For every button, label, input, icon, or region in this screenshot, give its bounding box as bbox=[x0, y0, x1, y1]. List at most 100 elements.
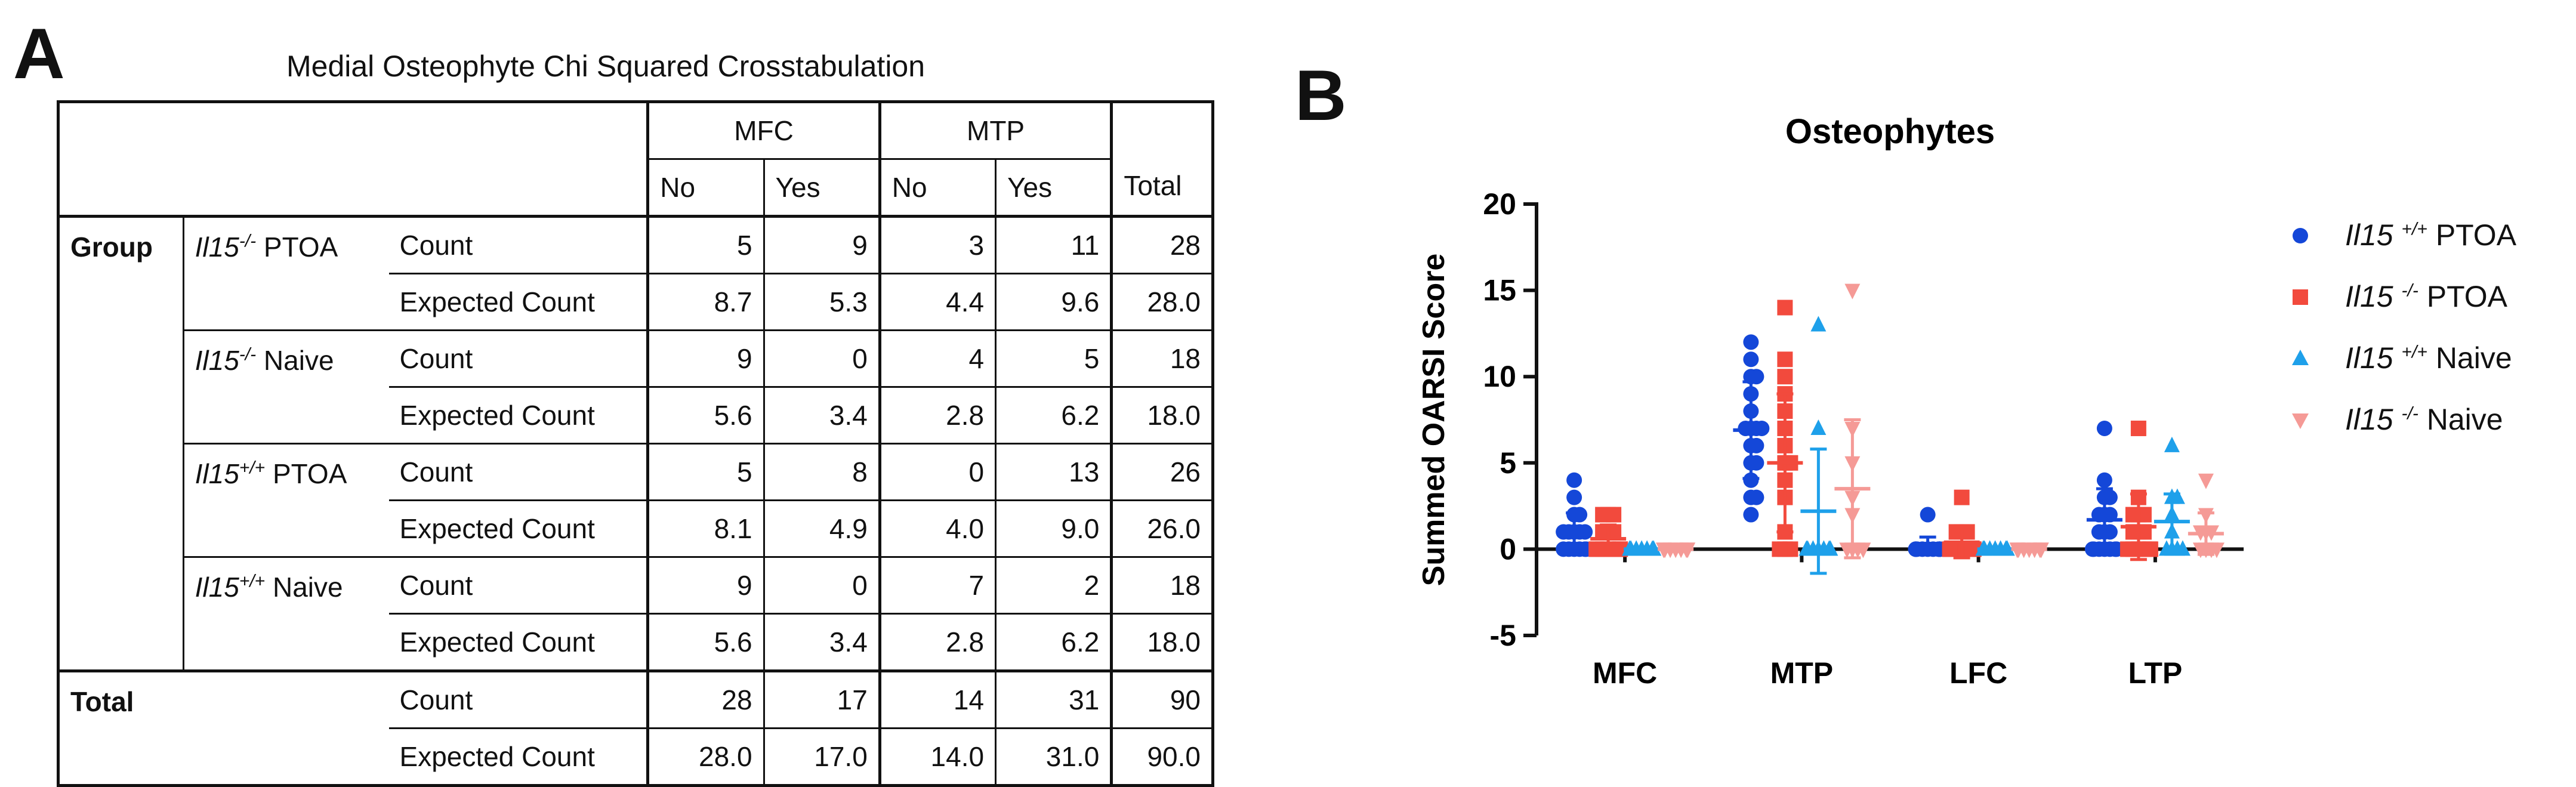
cell-mfc-no: 5 bbox=[646, 216, 764, 274]
data-point bbox=[1844, 283, 1861, 300]
chart-title: Osteophytes bbox=[1785, 112, 1995, 151]
y-axis-label: Summed OARSI Score bbox=[1417, 254, 1451, 587]
cell-mtp-no: 4.0 bbox=[878, 499, 996, 557]
legend-gene: Il15 bbox=[2345, 403, 2393, 436]
group-row-label: Il15-/- PTOA bbox=[182, 216, 389, 331]
legend-marker bbox=[2292, 350, 2309, 365]
row-stat-label: Count bbox=[388, 443, 649, 501]
cell-mfc-no: 9 bbox=[646, 329, 764, 387]
data-point bbox=[1743, 507, 1759, 523]
group-row-label bbox=[183, 671, 388, 786]
condition-text: Naive bbox=[256, 345, 334, 376]
condition-text: Naive bbox=[265, 572, 343, 603]
header-mfc-no: No bbox=[646, 159, 765, 217]
data-point bbox=[2142, 541, 2158, 557]
genotype-sup: -/- bbox=[239, 231, 257, 251]
data-point bbox=[1743, 472, 1759, 488]
cell-mfc-no: 5 bbox=[646, 443, 764, 501]
cell-mtp-yes: 31 bbox=[995, 671, 1112, 729]
data-point bbox=[1954, 489, 1970, 505]
cell-mtp-no: 3 bbox=[878, 216, 996, 274]
legend-label: Il15 -/- PTOA bbox=[2345, 279, 2507, 314]
legend-condition: Naive bbox=[2435, 341, 2512, 375]
row-stat-label: Expected Count bbox=[388, 613, 649, 671]
row-stat-label: Expected Count bbox=[388, 386, 649, 444]
legend-condition: Naive bbox=[2426, 403, 2503, 436]
data-point bbox=[1777, 300, 1793, 316]
row-stat-label: Count bbox=[388, 216, 649, 274]
data-point bbox=[1743, 351, 1759, 368]
legend-genotype: +/+ bbox=[2401, 342, 2427, 362]
cell-mtp-no: 7 bbox=[878, 556, 996, 614]
data-point bbox=[2120, 541, 2136, 557]
cell-total: 26 bbox=[1110, 443, 1213, 501]
data-point bbox=[1798, 540, 1815, 556]
cell-total: 90 bbox=[1110, 671, 1213, 729]
cell-mtp-yes: 13 bbox=[995, 443, 1112, 501]
header-mtp-no: No bbox=[878, 159, 997, 217]
cell-mtp-yes: 9.0 bbox=[995, 499, 1112, 557]
cell-total: 18 bbox=[1110, 556, 1213, 614]
header-mfc: MFC bbox=[646, 101, 880, 160]
gene-name: Il15-/- bbox=[195, 345, 257, 376]
data-point bbox=[1855, 542, 1871, 558]
row-stat-label: Count bbox=[388, 329, 649, 387]
cell-mfc-no: 9 bbox=[646, 556, 764, 614]
cell-mfc-no: 8.1 bbox=[646, 499, 764, 557]
cell-mfc-yes: 17 bbox=[763, 671, 880, 729]
data-point bbox=[1810, 419, 1827, 435]
legend-genotype: -/- bbox=[2401, 280, 2418, 301]
cell-mfc-yes: 8 bbox=[763, 443, 880, 501]
genotype-sup: +/+ bbox=[239, 571, 266, 591]
header-mtp: MTP bbox=[878, 101, 1112, 160]
condition-text: PTOA bbox=[265, 458, 347, 489]
data-point bbox=[2096, 420, 2112, 436]
header-mtp-yes: Yes bbox=[1007, 172, 1053, 203]
data-point bbox=[1748, 489, 1764, 505]
legend-marker-shape bbox=[2292, 350, 2309, 365]
legend-label: Il15 +/+ Naive bbox=[2345, 341, 2512, 375]
y-tick-label: 0 bbox=[1500, 532, 1516, 566]
cell-mfc-yes: 3.4 bbox=[763, 613, 880, 671]
data-point bbox=[1810, 316, 1827, 332]
crosstab-table: MFC MTP Total No Yes No Yes Group Il15-/-… bbox=[57, 100, 1214, 787]
data-point bbox=[2198, 473, 2214, 489]
cell-mfc-yes: 3.4 bbox=[763, 386, 880, 444]
legend-gene: Il15 bbox=[2345, 218, 2393, 252]
cell-mfc-yes: 0 bbox=[763, 329, 880, 387]
legend-marker-shape bbox=[2293, 228, 2308, 243]
legend-marker-shape bbox=[2293, 289, 2308, 305]
row-stat-label: Count bbox=[388, 671, 649, 729]
cell-mtp-no: 2.8 bbox=[878, 386, 996, 444]
genotype-sup: +/+ bbox=[239, 458, 266, 478]
cell-total: 18.0 bbox=[1110, 613, 1213, 671]
cell-total: 28.0 bbox=[1110, 273, 1213, 331]
condition-text: PTOA bbox=[256, 232, 338, 263]
cell-mfc-no: 8.7 bbox=[646, 273, 764, 331]
cell-mfc-yes: 5.3 bbox=[763, 273, 880, 331]
genotype-sup: -/- bbox=[239, 344, 257, 365]
data-point bbox=[1595, 507, 1611, 523]
x-tick-label: MFC bbox=[1593, 656, 1657, 690]
cell-mfc-no: 5.6 bbox=[646, 613, 764, 671]
cell-mtp-yes: 6.2 bbox=[995, 386, 1112, 444]
legend-genotype: +/+ bbox=[2401, 219, 2427, 239]
cell-mfc-yes: 0 bbox=[763, 556, 880, 614]
data-point bbox=[1556, 541, 1572, 557]
cell-total: 18 bbox=[1110, 329, 1213, 387]
cell-mfc-yes: 9 bbox=[763, 216, 880, 274]
cell-mtp-no: 4 bbox=[878, 329, 996, 387]
header-total: Total bbox=[1110, 101, 1213, 217]
gene-name: Il15+/+ bbox=[195, 458, 266, 489]
gene-name: Il15-/- bbox=[195, 232, 257, 263]
cell-mtp-yes: 11 bbox=[995, 216, 1112, 274]
gene-text: Il15 bbox=[195, 232, 239, 263]
row-stat-label: Expected Count bbox=[388, 273, 649, 331]
table-corner bbox=[58, 102, 648, 217]
legend-gene: Il15 bbox=[2345, 280, 2393, 313]
legend-marker bbox=[2293, 289, 2308, 305]
legend-label: Il15 -/- Naive bbox=[2345, 402, 2503, 437]
data-point bbox=[1822, 540, 1838, 556]
cell-mtp-no: 0 bbox=[878, 443, 996, 501]
data-point bbox=[2130, 420, 2146, 436]
